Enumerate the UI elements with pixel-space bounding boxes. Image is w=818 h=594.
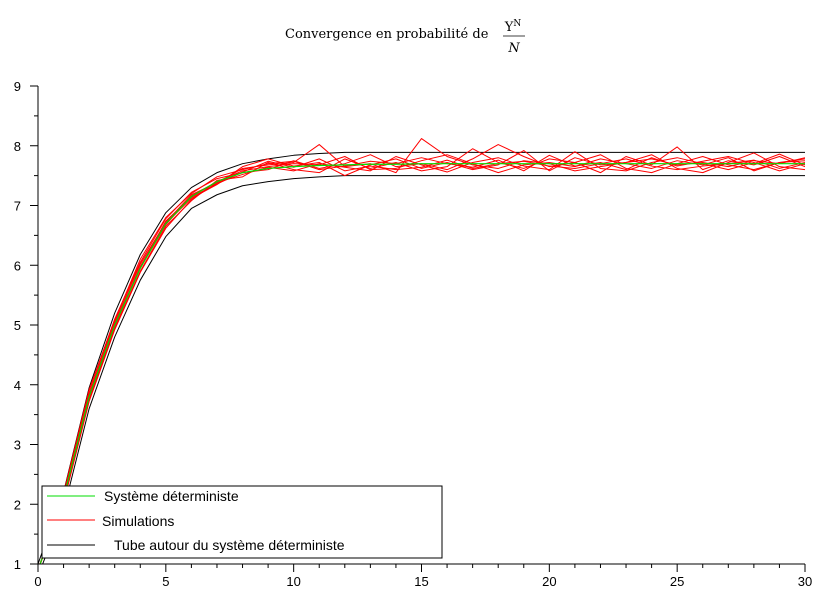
x-ticks: 0 5 10 15 20 25 30 bbox=[34, 564, 812, 589]
deterministic-curve bbox=[39, 163, 805, 564]
tube-lower-line bbox=[42, 175, 805, 564]
y-tick-label: 5 bbox=[14, 318, 21, 333]
simulation-line-7 bbox=[39, 153, 805, 564]
y-tick-label: 9 bbox=[14, 79, 21, 94]
y-tick-label: 7 bbox=[14, 199, 21, 214]
chart-title-numerator-superscript: N bbox=[513, 19, 521, 29]
chart-title-denominator: N bbox=[507, 41, 520, 56]
chart-title-numerator: YN bbox=[504, 19, 522, 35]
legend-label-deterministic: Système déterministe bbox=[104, 488, 239, 504]
x-tick-label: 30 bbox=[798, 574, 812, 589]
tube-upper-line bbox=[38, 151, 805, 564]
legend-label-simulations: Simulations bbox=[102, 513, 174, 529]
y-tick-label: 8 bbox=[14, 139, 21, 154]
x-tick-label: 10 bbox=[286, 574, 300, 589]
legend: Système déterministe Simulations Tube au… bbox=[41, 485, 443, 559]
y-tick-label: 6 bbox=[14, 258, 21, 273]
simulation-line-6 bbox=[39, 151, 805, 564]
simulation-line-8 bbox=[39, 158, 805, 564]
plot-area bbox=[38, 138, 805, 564]
tube-lines bbox=[38, 151, 805, 564]
x-tick-label: 5 bbox=[162, 574, 169, 589]
simulation-line-1 bbox=[39, 138, 805, 564]
deterministic-line bbox=[39, 163, 805, 564]
x-tick-label: 25 bbox=[670, 574, 684, 589]
x-tick-label: 15 bbox=[414, 574, 428, 589]
chart-title-numerator-letter: Y bbox=[504, 20, 514, 35]
axes: 0 5 10 15 20 25 30 1 2 3 4 5 6 7 8 9 bbox=[14, 79, 812, 589]
y-ticks: 1 2 3 4 5 6 7 8 9 bbox=[14, 79, 38, 572]
x-tick-label: 20 bbox=[542, 574, 556, 589]
legend-box bbox=[41, 485, 443, 559]
simulation-line-2 bbox=[39, 146, 805, 564]
y-tick-label: 3 bbox=[14, 438, 21, 453]
chart-title: Convergence en probabilité de YN N bbox=[285, 19, 525, 56]
x-tick-label: 0 bbox=[34, 574, 41, 589]
y-tick-label: 4 bbox=[14, 378, 21, 393]
y-tick-label: 2 bbox=[14, 497, 21, 512]
chart-title-prefix: Convergence en probabilité de bbox=[285, 27, 489, 42]
legend-label-tube: Tube autour du système déterministe bbox=[114, 537, 345, 553]
y-tick-label: 1 bbox=[14, 557, 21, 572]
